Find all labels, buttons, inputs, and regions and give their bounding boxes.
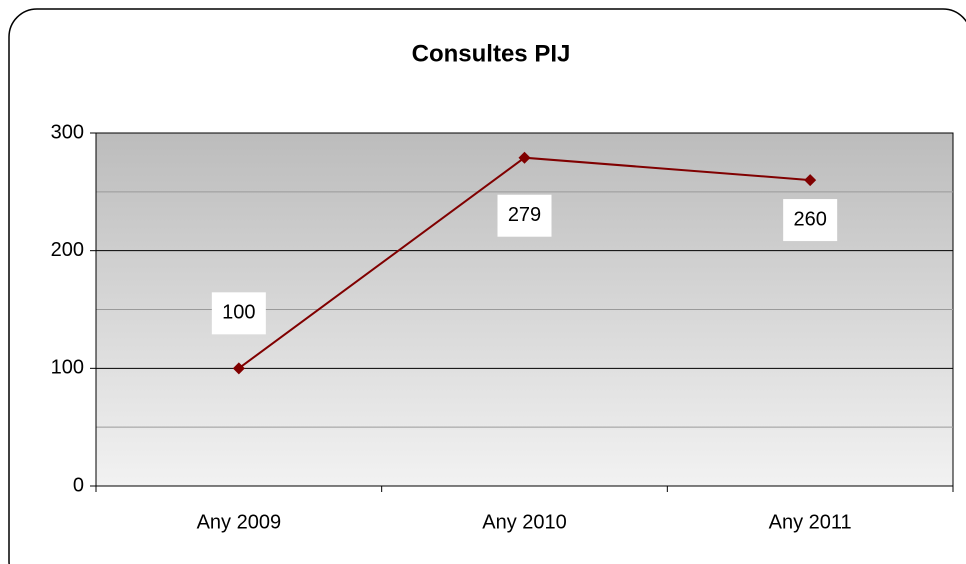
chart-title: Consultes PIJ <box>412 40 571 67</box>
marker <box>232 362 245 375</box>
data-label: 260 <box>793 208 826 230</box>
y-tick-label: 100 <box>51 357 84 379</box>
x-tick-label: Any 2011 <box>769 511 852 533</box>
data-label: 100 <box>222 302 255 324</box>
data-label-box <box>783 199 838 242</box>
x-tick-label: Any 2009 <box>197 511 282 533</box>
marker <box>804 174 817 187</box>
x-tick-label: Any 2010 <box>482 511 567 533</box>
marker <box>518 151 531 164</box>
y-tick-label: 300 <box>51 121 84 143</box>
data-label: 279 <box>508 204 541 226</box>
data-label-box <box>211 292 266 335</box>
y-tick-label: 200 <box>51 239 84 261</box>
data-label-box <box>497 194 552 237</box>
y-tick-label: 0 <box>73 474 84 496</box>
